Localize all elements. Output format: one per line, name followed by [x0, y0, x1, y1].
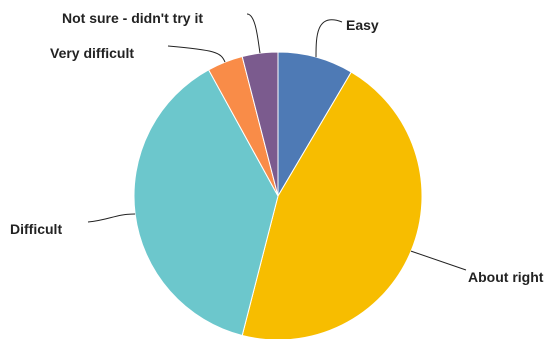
leader-line	[410, 250, 467, 271]
pie-slice-not-sure-didn-t-try-it	[241, 51, 279, 197]
leader-line	[246, 13, 261, 54]
slice-label: Difficult	[10, 221, 62, 237]
leader-line	[87, 213, 136, 223]
leader-line	[167, 45, 226, 63]
slice-label: Easy	[346, 17, 379, 33]
leader-line	[315, 19, 343, 58]
slice-label: Not sure - didn't try it	[62, 10, 203, 26]
pie-slice-difficult	[133, 69, 279, 337]
slice-label: About right	[468, 269, 544, 285]
slice-label: Very difficult	[50, 45, 134, 61]
